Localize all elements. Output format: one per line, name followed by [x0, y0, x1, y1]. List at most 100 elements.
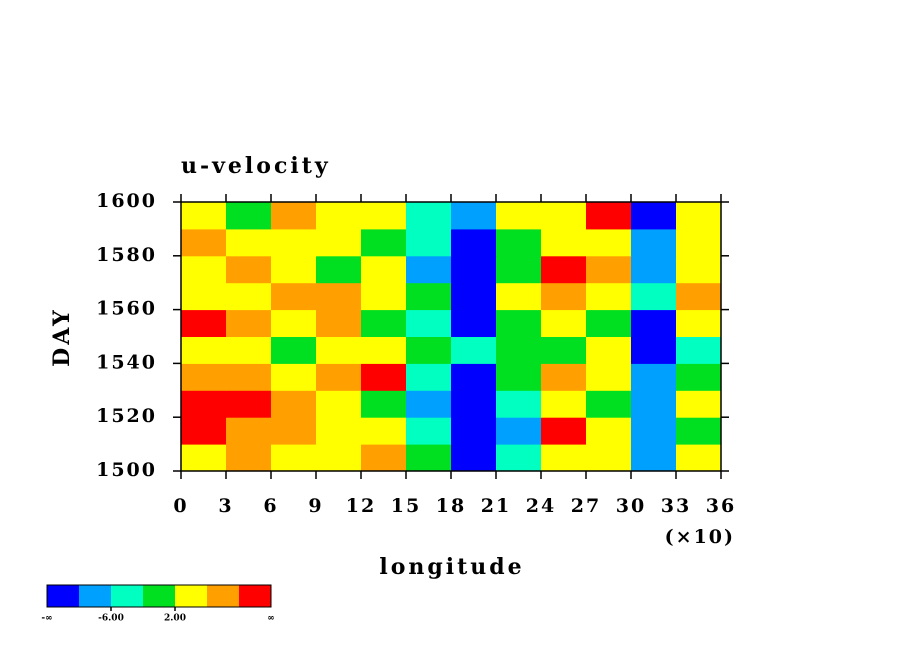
cell [316, 390, 362, 418]
cell [271, 282, 317, 311]
cell [541, 444, 587, 472]
colorbar-swatch [111, 585, 143, 607]
x-tick-label: 21 [481, 495, 511, 517]
cell [271, 417, 317, 445]
cell [631, 390, 677, 418]
colorbar-swatch [239, 585, 271, 607]
x-tick-label: 27 [571, 495, 601, 517]
cell [181, 309, 227, 337]
cell [181, 444, 227, 472]
cell [586, 228, 632, 257]
cell [676, 202, 722, 230]
cell [226, 444, 272, 472]
y-tick-label: 1500 [96, 459, 157, 481]
cell [316, 282, 362, 311]
cell [181, 282, 227, 311]
cell [226, 363, 272, 391]
cell [406, 444, 452, 472]
cell [181, 363, 227, 391]
cell [406, 390, 452, 418]
cell [406, 228, 452, 257]
cell [406, 336, 452, 364]
cell [586, 336, 632, 364]
cell [361, 202, 407, 230]
cell [631, 444, 677, 472]
cell [586, 255, 632, 284]
cell [496, 444, 542, 472]
cell [316, 336, 362, 364]
cell [226, 309, 272, 337]
cell [676, 363, 722, 391]
cell [361, 444, 407, 472]
cell [181, 255, 227, 284]
cell [361, 282, 407, 311]
x-axis-label: longitude [379, 554, 524, 580]
cell [361, 309, 407, 337]
cell [496, 336, 542, 364]
y-tick-label: 1580 [96, 244, 157, 266]
cell [316, 363, 362, 391]
colorbar-low-label: -∞ [41, 614, 52, 624]
cell [541, 363, 587, 391]
cell [316, 202, 362, 230]
colorbar-swatch [79, 585, 111, 607]
cell [181, 417, 227, 445]
x-multiplier: (×10) [665, 526, 735, 548]
cell [226, 336, 272, 364]
cell [451, 336, 497, 364]
cell [451, 255, 497, 284]
cell [406, 282, 452, 311]
cell [451, 444, 497, 472]
cell [676, 444, 722, 472]
cell [631, 336, 677, 364]
cell [676, 282, 722, 311]
cell [451, 390, 497, 418]
cell [316, 228, 362, 257]
y-tick-label: 1560 [96, 298, 157, 320]
cell [541, 228, 587, 257]
x-tick-label: 15 [391, 495, 421, 517]
cell [181, 336, 227, 364]
cell [406, 417, 452, 445]
cell [181, 228, 227, 257]
colorbar-tick-label: -6.00 [98, 614, 124, 624]
cell [406, 202, 452, 230]
cell [631, 282, 677, 311]
cell [316, 417, 362, 445]
cell [676, 228, 722, 257]
cell [541, 282, 587, 311]
y-tick-label: 1540 [96, 351, 157, 373]
cell [316, 444, 362, 472]
cell [676, 255, 722, 284]
colorbar-swatch [207, 585, 239, 607]
cell [541, 309, 587, 337]
cell [451, 363, 497, 391]
y-tick-label: 1600 [96, 190, 157, 212]
cell [586, 309, 632, 337]
cell [541, 255, 587, 284]
colorbar-swatch [143, 585, 175, 607]
colorbar-frame [46, 584, 272, 608]
cell [361, 336, 407, 364]
cell [226, 390, 272, 418]
cell [676, 336, 722, 364]
cell [406, 255, 452, 284]
cell [496, 228, 542, 257]
y-tick-label: 1520 [96, 405, 157, 427]
cell [181, 202, 227, 230]
cell [226, 282, 272, 311]
cell [496, 363, 542, 391]
colorbar-swatch [175, 585, 207, 607]
x-tick-label: 36 [706, 495, 736, 517]
cell [181, 390, 227, 418]
cell [226, 202, 272, 230]
cell [631, 255, 677, 284]
cell [361, 228, 407, 257]
x-tick-label: 6 [263, 495, 278, 517]
y-axis-label: DAY [49, 307, 75, 367]
cell [316, 255, 362, 284]
cell [631, 363, 677, 391]
cell [496, 202, 542, 230]
cell [496, 390, 542, 418]
